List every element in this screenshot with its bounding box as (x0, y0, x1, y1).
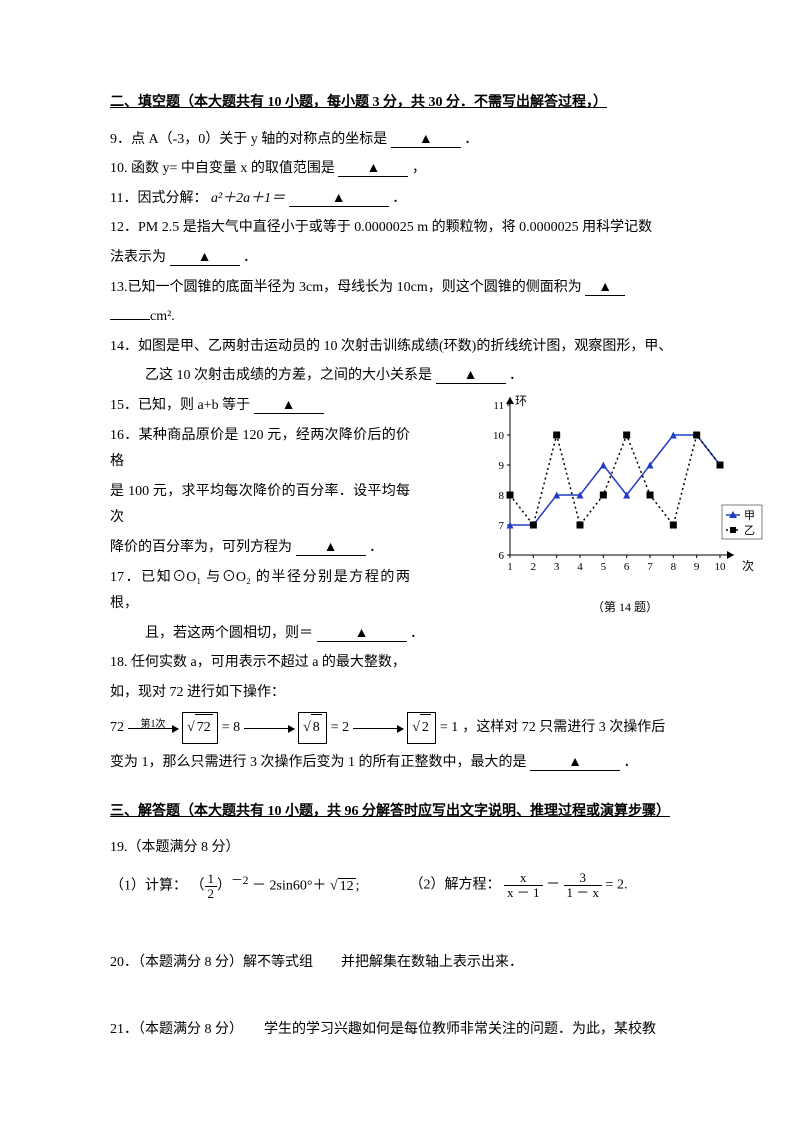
arrow-3 (353, 728, 403, 729)
q11-a: 11．因式分解： (110, 191, 207, 206)
q13-a: 13.已知一个圆锥的底面半径为 3cm，母线长为 10cm，则这个圆锥的侧面积为 (110, 280, 582, 295)
svg-text:4: 4 (577, 561, 583, 573)
svg-text:乙: 乙 (744, 524, 755, 537)
svg-text:次: 次 (742, 559, 754, 573)
svg-text:10: 10 (715, 561, 727, 573)
svg-text:7: 7 (647, 561, 653, 573)
q18-v2: = 2 (331, 715, 349, 742)
svg-text:10: 10 (493, 430, 505, 442)
q13-blank: ▲ (585, 281, 625, 296)
q14-chart: 6789101112345678910环次甲乙 （第 14 题） (480, 393, 770, 618)
q9-text: 9．点 A（-3，0）关于 y 轴的对称点的坐标是 (110, 132, 387, 147)
q18-v1: = 8 (222, 715, 240, 742)
q10: 10. 函数 y= 中自变量 x 的取值范围是 ▲ ， (110, 156, 710, 183)
q12-a: 12．PM 2.5 是指大气中直径小于或等于 0.0000025 m 的颗粒物，… (110, 220, 652, 235)
q14-a: 14．如图是甲、乙两射击运动员的 10 次射击训练成绩(环数)的折线统计图，观察… (110, 339, 672, 354)
svg-text:6: 6 (499, 550, 505, 562)
q13-blank2 (110, 305, 150, 320)
q19-title: 19.（本题满分 8 分） (110, 835, 710, 862)
chart-svg: 6789101112345678910环次甲乙 (480, 393, 770, 583)
svg-text:5: 5 (601, 561, 607, 573)
q12-b: 法表示为 (110, 250, 166, 265)
q9-blank: ▲ (391, 133, 461, 148)
svg-text:2: 2 (531, 561, 537, 573)
q15-text: 15．已知，则 a+b 等于 (110, 398, 250, 413)
q15: 15．已知，则 a+b 等于 ▲ (110, 393, 410, 420)
floor-2: √8 (298, 712, 327, 744)
q16-blank: ▲ (296, 541, 366, 556)
q16-l3: 降价的百分率为，可列方程为 ▲ ． (110, 535, 410, 562)
svg-text:7: 7 (499, 520, 505, 532)
q14-blank: ▲ (436, 369, 506, 384)
svg-text:9: 9 (694, 561, 700, 573)
q18-equation: 72 √72 = 8 √8 = 2 √2 = 1 ，这样对 72 只需进行 3 … (110, 712, 710, 744)
svg-text:9: 9 (499, 460, 505, 472)
q18-blank: ▲ (530, 756, 620, 771)
floor-3: √2 (407, 712, 436, 744)
q19-row: （1）计算： （12）－2 － 2sin60°＋ √12; （2）解方程： xx… (110, 870, 710, 901)
q14: 14．如图是甲、乙两射击运动员的 10 次射击训练成绩(环数)的折线统计图，观察… (110, 334, 710, 361)
svg-text:8: 8 (499, 490, 505, 502)
q20: 20．（本题满分 8 分）解不等式组 并把解集在数轴上表示出来． (110, 950, 710, 977)
q18-l2: 如，现对 72 进行如下操作： (110, 680, 410, 707)
svg-text:甲: 甲 (744, 510, 755, 522)
q9: 9．点 A（-3，0）关于 y 轴的对称点的坐标是 ▲ ． (110, 127, 710, 154)
q14-line2: 乙这 10 次射击成绩的方差，之间的大小关系是 ▲ ． (110, 363, 710, 390)
q9-end: ． (464, 132, 478, 147)
q18-v3: = 1 (440, 715, 458, 742)
svg-text:环: 环 (515, 394, 527, 408)
arrow-1 (128, 728, 178, 729)
q12: 12．PM 2.5 是指大气中直径小于或等于 0.0000025 m 的颗粒物，… (110, 215, 710, 242)
svg-text:1: 1 (507, 561, 513, 573)
svg-text:11: 11 (493, 400, 504, 412)
arrow-2 (244, 728, 294, 729)
q13: 13.已知一个圆锥的底面半径为 3cm，母线长为 10cm，则这个圆锥的侧面积为… (110, 275, 710, 302)
section-2-heading: 二、填空题（本大题共有 10 小题，每小题 3 分，共 30 分．不需写出解答过… (110, 90, 710, 117)
q21: 21．（本题满分 8 分） 学生的学习兴趣如何是每位教师非常关注的问题．为此，某… (110, 1017, 710, 1044)
q13-line2: cm². (110, 304, 710, 331)
q18-l4: 变为 1，那么只需进行 3 次操作后变为 1 的所有正整数中，最大的是 ▲ ． (110, 750, 710, 777)
svg-text:3: 3 (554, 561, 560, 573)
floor-1: √72 (182, 712, 218, 744)
q17-l2: 且，若这两个圆相切，则＝ ▲ ． (110, 621, 445, 648)
q11-blank: ▲ (289, 192, 389, 207)
q16-l1: 16．某种商品原价是 120 元，经两次降价后的价格 (110, 423, 410, 476)
section-3-heading: 三、解答题（本大题共有 10 小题，共 96 分解答时应写出文字说明、推理过程或… (110, 799, 710, 826)
q10-blank: ▲ (338, 162, 408, 177)
q18-l1: 18. 任何实数 a，可用表示不超过 a 的最大整数， (110, 650, 410, 677)
q18-n1: 72 (110, 715, 124, 742)
q13-b: cm². (150, 309, 175, 324)
q18-c: ，这样对 72 只需进行 3 次操作后 (462, 715, 665, 742)
q10-text: 10. 函数 y= 中自变量 x 的取值范围是 (110, 161, 335, 176)
q11: 11．因式分解： a²＋2a＋1＝ ▲ ． (110, 186, 710, 213)
svg-text:8: 8 (671, 561, 677, 573)
q17-blank: ▲ (317, 627, 407, 642)
chart-caption: （第 14 题） (480, 596, 770, 619)
svg-text:6: 6 (624, 561, 630, 573)
q12-end: ． (243, 250, 257, 265)
q14-b: 乙这 10 次射击成绩的方差，之间的大小关系是 (145, 368, 432, 383)
q12-line2: 法表示为 ▲ ． (110, 245, 710, 272)
q12-blank: ▲ (170, 251, 240, 266)
q10-end: ， (412, 161, 426, 176)
q11-end: ． (392, 191, 406, 206)
q19-part1: （1）计算： （12）－2 － 2sin60°＋ √12; (110, 870, 360, 901)
q19-part2: （2）解方程： xx － 1 － 31 － x = 2. (410, 871, 628, 899)
q11-expr: a²＋2a＋1＝ (211, 191, 285, 206)
q14-end: ． (509, 368, 523, 383)
q16-l2: 是 100 元，求平均每次降价的百分率．设平均每次 (110, 479, 410, 532)
q17-l1: 17．已知⊙O₁ 与⊙O₂ 的半径分别是方程的两根， (110, 565, 410, 618)
q15-blank: ▲ (254, 399, 324, 414)
